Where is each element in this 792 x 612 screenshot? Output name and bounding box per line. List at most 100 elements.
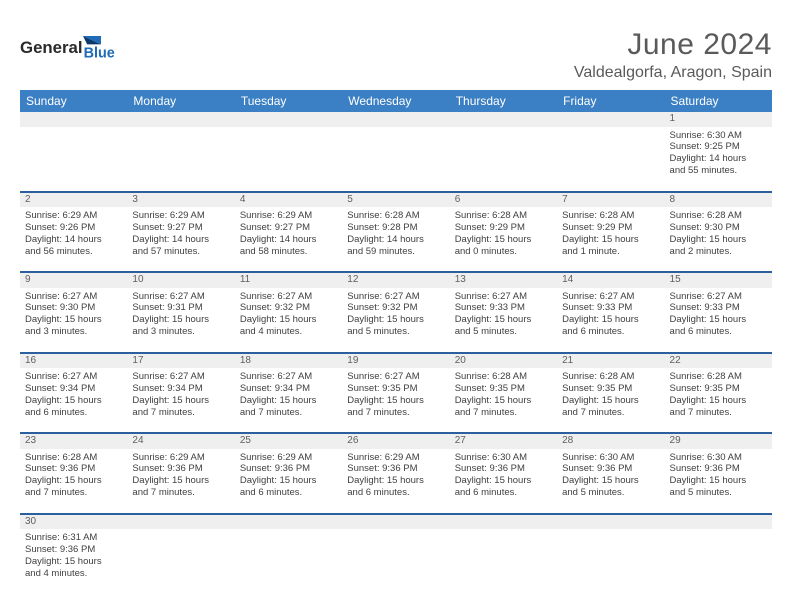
day-cell: Sunrise: 6:28 AMSunset: 9:29 PMDaylight:…	[557, 207, 664, 271]
day-number-cell: 16	[20, 353, 127, 369]
daylight-line2: and 7 minutes.	[132, 407, 229, 419]
day-number-cell	[235, 514, 342, 530]
daylight-line2: and 56 minutes.	[25, 246, 122, 258]
sunrise-line: Sunrise: 6:28 AM	[455, 371, 552, 383]
day-number-cell	[342, 112, 449, 127]
daylight-line: Daylight: 15 hours	[562, 234, 659, 246]
daylight-line2: and 59 minutes.	[347, 246, 444, 258]
day-number-cell: 4	[235, 192, 342, 208]
daylight-line2: and 55 minutes.	[670, 165, 767, 177]
day-header: Wednesday	[342, 90, 449, 112]
day-header: Sunday	[20, 90, 127, 112]
day-cell: Sunrise: 6:28 AMSunset: 9:35 PMDaylight:…	[665, 368, 772, 432]
daynum-row: 23242526272829	[20, 433, 772, 449]
sunset-line: Sunset: 9:33 PM	[455, 302, 552, 314]
day-cell: Sunrise: 6:29 AMSunset: 9:27 PMDaylight:…	[127, 207, 234, 271]
daylight-line: Daylight: 15 hours	[240, 475, 337, 487]
day-cell: Sunrise: 6:30 AMSunset: 9:36 PMDaylight:…	[665, 449, 772, 513]
sunrise-line: Sunrise: 6:28 AM	[670, 371, 767, 383]
sunset-line: Sunset: 9:36 PM	[25, 544, 122, 556]
day-cell: Sunrise: 6:28 AMSunset: 9:30 PMDaylight:…	[665, 207, 772, 271]
sunset-line: Sunset: 9:32 PM	[347, 302, 444, 314]
daylight-line: Daylight: 15 hours	[25, 475, 122, 487]
day-cell: Sunrise: 6:27 AMSunset: 9:33 PMDaylight:…	[450, 288, 557, 352]
day-number-cell	[127, 112, 234, 127]
day-header-row: Sunday Monday Tuesday Wednesday Thursday…	[20, 90, 772, 112]
day-header: Thursday	[450, 90, 557, 112]
sunrise-line: Sunrise: 6:29 AM	[25, 210, 122, 222]
day-number-cell: 22	[665, 353, 772, 369]
sunrise-line: Sunrise: 6:28 AM	[562, 210, 659, 222]
daylight-line: Daylight: 15 hours	[347, 314, 444, 326]
daylight-line: Daylight: 15 hours	[132, 475, 229, 487]
daylight-line2: and 3 minutes.	[132, 326, 229, 338]
daylight-line2: and 4 minutes.	[240, 326, 337, 338]
sunrise-line: Sunrise: 6:29 AM	[347, 452, 444, 464]
day-number-cell: 8	[665, 192, 772, 208]
daylight-line: Daylight: 15 hours	[670, 234, 767, 246]
sunrise-line: Sunrise: 6:31 AM	[25, 532, 122, 544]
day-number-cell: 2	[20, 192, 127, 208]
sunset-line: Sunset: 9:28 PM	[347, 222, 444, 234]
sunset-line: Sunset: 9:36 PM	[562, 463, 659, 475]
day-number-cell	[20, 112, 127, 127]
sunset-line: Sunset: 9:25 PM	[670, 141, 767, 153]
sunrise-line: Sunrise: 6:27 AM	[25, 371, 122, 383]
sunrise-line: Sunrise: 6:27 AM	[25, 291, 122, 303]
day-number-cell: 23	[20, 433, 127, 449]
day-cell	[450, 127, 557, 191]
sunrise-line: Sunrise: 6:27 AM	[670, 291, 767, 303]
week-row: Sunrise: 6:27 AMSunset: 9:34 PMDaylight:…	[20, 368, 772, 432]
daylight-line: Daylight: 14 hours	[240, 234, 337, 246]
sunrise-line: Sunrise: 6:30 AM	[562, 452, 659, 464]
daylight-line: Daylight: 15 hours	[455, 475, 552, 487]
daylight-line: Daylight: 15 hours	[670, 314, 767, 326]
location-label: Valdealgorfa, Aragon, Spain	[574, 64, 772, 82]
svg-text:General: General	[20, 38, 83, 57]
daylight-line: Daylight: 15 hours	[347, 475, 444, 487]
daylight-line2: and 7 minutes.	[455, 407, 552, 419]
day-number-cell	[665, 514, 772, 530]
sunrise-line: Sunrise: 6:28 AM	[347, 210, 444, 222]
sunset-line: Sunset: 9:34 PM	[25, 383, 122, 395]
day-number-cell: 5	[342, 192, 449, 208]
month-title: June 2024	[574, 28, 772, 62]
daylight-line2: and 5 minutes.	[455, 326, 552, 338]
day-number-cell: 28	[557, 433, 664, 449]
daylight-line2: and 7 minutes.	[132, 487, 229, 499]
day-cell: Sunrise: 6:28 AMSunset: 9:36 PMDaylight:…	[20, 449, 127, 513]
day-cell: Sunrise: 6:27 AMSunset: 9:35 PMDaylight:…	[342, 368, 449, 432]
day-cell: Sunrise: 6:27 AMSunset: 9:30 PMDaylight:…	[20, 288, 127, 352]
sunrise-line: Sunrise: 6:28 AM	[455, 210, 552, 222]
day-number-cell: 24	[127, 433, 234, 449]
day-cell: Sunrise: 6:30 AMSunset: 9:36 PMDaylight:…	[450, 449, 557, 513]
day-cell: Sunrise: 6:30 AMSunset: 9:25 PMDaylight:…	[665, 127, 772, 191]
day-number-cell: 20	[450, 353, 557, 369]
sunset-line: Sunset: 9:36 PM	[347, 463, 444, 475]
daylight-line2: and 57 minutes.	[132, 246, 229, 258]
daylight-line2: and 5 minutes.	[670, 487, 767, 499]
day-cell: Sunrise: 6:30 AMSunset: 9:36 PMDaylight:…	[557, 449, 664, 513]
day-number-cell	[450, 112, 557, 127]
day-cell: Sunrise: 6:27 AMSunset: 9:33 PMDaylight:…	[665, 288, 772, 352]
brand-logo: General Blue	[20, 28, 140, 68]
day-number-cell: 15	[665, 272, 772, 288]
daylight-line: Daylight: 14 hours	[670, 153, 767, 165]
sunset-line: Sunset: 9:27 PM	[240, 222, 337, 234]
day-header: Tuesday	[235, 90, 342, 112]
week-row: Sunrise: 6:30 AMSunset: 9:25 PMDaylight:…	[20, 127, 772, 191]
sunset-line: Sunset: 9:36 PM	[455, 463, 552, 475]
day-number-cell: 26	[342, 433, 449, 449]
sunrise-line: Sunrise: 6:28 AM	[562, 371, 659, 383]
day-number-cell: 18	[235, 353, 342, 369]
day-number-cell	[557, 112, 664, 127]
daylight-line2: and 5 minutes.	[562, 487, 659, 499]
day-cell	[557, 529, 664, 593]
day-cell	[342, 127, 449, 191]
day-cell: Sunrise: 6:27 AMSunset: 9:31 PMDaylight:…	[127, 288, 234, 352]
sunset-line: Sunset: 9:32 PM	[240, 302, 337, 314]
day-number-cell	[557, 514, 664, 530]
day-cell	[127, 127, 234, 191]
title-block: June 2024 Valdealgorfa, Aragon, Spain	[574, 28, 772, 82]
sunset-line: Sunset: 9:36 PM	[670, 463, 767, 475]
